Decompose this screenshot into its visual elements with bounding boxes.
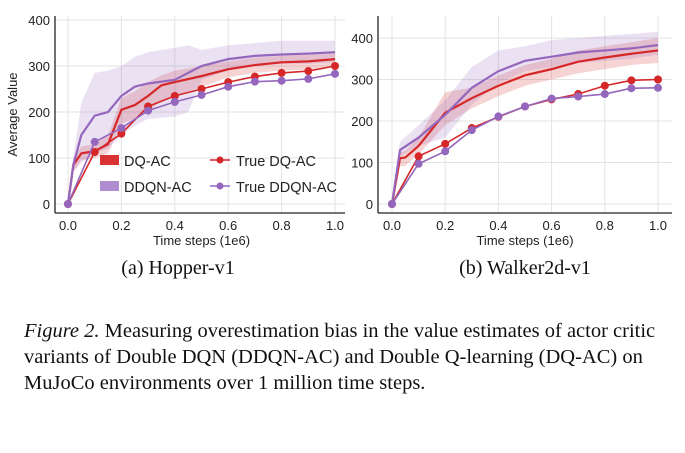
data-point-True DDQN-AC xyxy=(441,147,450,156)
x-tick-label: 1.0 xyxy=(326,218,344,233)
caption-text: Measuring overestimation bias in the val… xyxy=(24,320,656,394)
y-axis-label: Average Value xyxy=(5,72,20,156)
legend-swatch xyxy=(100,155,119,165)
figure-charts: 0.0 0.2 0.4 0.6 0.8 1.0 0 100 200 300 400 Time step… xyxy=(5,13,672,248)
data-point-True DDQN-AC xyxy=(627,84,636,93)
y-tick-label: 400 xyxy=(351,31,373,46)
legend-swatch xyxy=(100,181,119,191)
chart-0: 0.0 0.2 0.4 0.6 0.8 1.0 0 100 200 300 400 Time step… xyxy=(5,13,345,248)
x-tick-label: 0.8 xyxy=(273,218,291,233)
data-point-True DDQN-AC xyxy=(250,77,259,86)
data-point-True DDQN-AC xyxy=(224,82,233,91)
data-point-True DDQN-AC xyxy=(494,112,503,121)
y-tick-label: 200 xyxy=(28,105,50,120)
data-point-True DDQN-AC xyxy=(388,200,396,208)
y-tick-label: 100 xyxy=(28,151,50,166)
legend-marker xyxy=(216,182,224,190)
data-point-True DDQN-AC xyxy=(467,126,476,135)
x-tick-label: 0.6 xyxy=(219,218,237,233)
x-tick-label: 0.2 xyxy=(436,218,454,233)
legend-marker xyxy=(216,156,224,164)
data-point-True DDQN-AC xyxy=(90,137,99,146)
data-point-True DDQN-AC xyxy=(304,74,313,83)
data-point-True DQ-AC xyxy=(117,129,126,138)
legend-label: DDQN-AC xyxy=(124,180,192,196)
series-line-DQ-AC xyxy=(66,58,336,205)
data-point-True DQ-AC xyxy=(304,67,313,76)
y-tick-label: 200 xyxy=(351,114,373,129)
legend-label: DQ-AC xyxy=(124,154,171,170)
data-point-True DQ-AC xyxy=(441,139,450,148)
data-point-True DQ-AC xyxy=(197,85,206,93)
data-point-True DQ-AC xyxy=(414,152,423,161)
data-point-True DQ-AC xyxy=(90,148,99,157)
data-point-True DDQN-AC xyxy=(654,83,662,92)
band-DDQN-AC xyxy=(68,40,335,205)
data-point-True DDQN-AC xyxy=(117,124,126,133)
figure-caption: Figure 2. Measuring overestimation bias … xyxy=(24,318,674,396)
data-point-True DDQN-AC xyxy=(144,106,153,115)
data-point-True DDQN-AC xyxy=(600,90,609,99)
data-point-True DQ-AC xyxy=(331,62,339,70)
x-tick-label: 0.4 xyxy=(166,218,184,233)
series-line-DDQN-AC xyxy=(66,51,336,205)
series-line-DQ-AC xyxy=(390,49,659,205)
data-point-True DQ-AC xyxy=(277,68,286,77)
data-point-True DDQN-AC xyxy=(547,94,556,103)
x-tick-label: 0.8 xyxy=(596,218,614,233)
band-DDQN-AC xyxy=(392,31,658,205)
x-tick-label: 0.2 xyxy=(112,218,130,233)
data-point-True DDQN-AC xyxy=(414,159,423,168)
x-axis-label: Time steps (1e6) xyxy=(476,233,573,248)
x-tick-label: 0.6 xyxy=(543,218,561,233)
x-tick-label: 1.0 xyxy=(649,218,667,233)
y-tick-label: 0 xyxy=(366,197,373,212)
caption-label: Figure 2. xyxy=(24,320,100,342)
data-point-True DQ-AC xyxy=(170,91,179,100)
data-point-True DDQN-AC xyxy=(170,97,179,106)
data-point-True DQ-AC xyxy=(654,75,662,84)
legend-label: True DQ-AC xyxy=(236,154,316,170)
x-tick-label: 0.0 xyxy=(383,218,401,233)
series-line-DDQN-AC xyxy=(390,43,659,205)
data-point-True DQ-AC xyxy=(627,76,636,85)
y-tick-label: 300 xyxy=(28,59,50,74)
data-point-True DDQN-AC xyxy=(277,76,286,85)
data-point-True DDQN-AC xyxy=(521,102,529,111)
subplot-b-caption: (b) Walker2d-v1 xyxy=(459,257,591,279)
x-axis-label: Time steps (1e6) xyxy=(153,233,250,248)
data-point-True DDQN-AC xyxy=(574,92,583,101)
chart-1: 0.0 0.2 0.4 0.6 0.8 1.0 0 100 200 300 400 Time step… xyxy=(351,16,672,248)
y-tick-label: 300 xyxy=(351,73,373,88)
data-point-True DDQN-AC xyxy=(197,90,206,99)
data-point-True DDQN-AC xyxy=(331,69,339,78)
x-tick-label: 0.0 xyxy=(59,218,77,233)
y-tick-label: 100 xyxy=(351,156,373,171)
data-point-True DDQN-AC xyxy=(64,200,72,208)
y-tick-label: 400 xyxy=(28,13,50,28)
y-tick-label: 0 xyxy=(43,197,50,212)
x-tick-label: 0.4 xyxy=(489,218,507,233)
subplot-a-caption: (a) Hopper-v1 xyxy=(121,257,235,279)
data-point-True DQ-AC xyxy=(600,81,609,90)
legend-label: True DDQN-AC xyxy=(236,180,337,196)
